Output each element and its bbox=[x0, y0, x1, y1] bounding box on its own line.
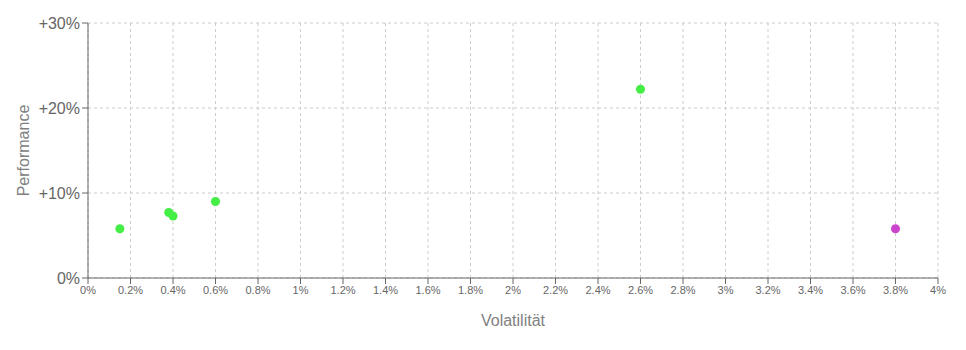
svg-text:1.6%: 1.6% bbox=[415, 284, 440, 296]
svg-text:Volatilität: Volatilität bbox=[481, 312, 546, 329]
svg-text:0.6%: 0.6% bbox=[203, 284, 228, 296]
svg-text:2%: 2% bbox=[505, 284, 521, 296]
svg-text:2.6%: 2.6% bbox=[628, 284, 653, 296]
svg-text:3.4%: 3.4% bbox=[798, 284, 823, 296]
svg-text:3%: 3% bbox=[718, 284, 734, 296]
svg-text:3.8%: 3.8% bbox=[883, 284, 908, 296]
svg-text:3.6%: 3.6% bbox=[840, 284, 865, 296]
svg-text:0.2%: 0.2% bbox=[118, 284, 143, 296]
svg-text:0.8%: 0.8% bbox=[245, 284, 270, 296]
svg-text:1%: 1% bbox=[293, 284, 309, 296]
svg-text:2.4%: 2.4% bbox=[585, 284, 610, 296]
svg-text:1.8%: 1.8% bbox=[458, 284, 483, 296]
svg-text:Performance: Performance bbox=[15, 105, 32, 197]
svg-text:1.4%: 1.4% bbox=[373, 284, 398, 296]
svg-text:+20%: +20% bbox=[39, 100, 80, 117]
svg-text:3.2%: 3.2% bbox=[755, 284, 780, 296]
svg-text:4%: 4% bbox=[930, 284, 946, 296]
svg-text:+10%: +10% bbox=[39, 185, 80, 202]
svg-text:+30%: +30% bbox=[39, 15, 80, 32]
svg-text:0.4%: 0.4% bbox=[160, 284, 185, 296]
svg-text:1.2%: 1.2% bbox=[330, 284, 355, 296]
svg-text:0%: 0% bbox=[57, 270, 80, 287]
svg-text:2.2%: 2.2% bbox=[543, 284, 568, 296]
svg-text:2.8%: 2.8% bbox=[670, 284, 695, 296]
svg-text:0%: 0% bbox=[80, 284, 96, 296]
